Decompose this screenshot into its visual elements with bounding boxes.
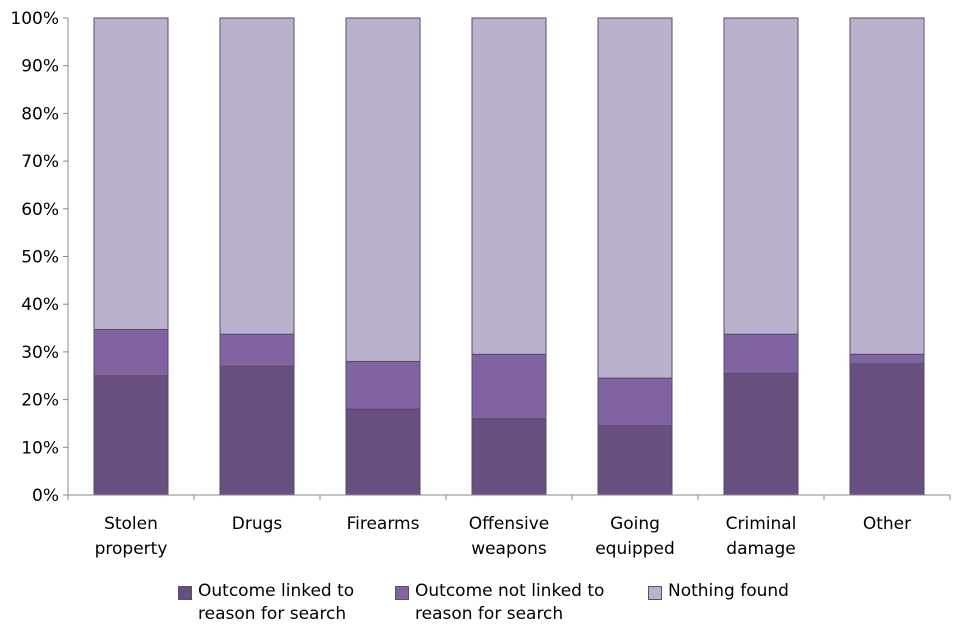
bar-segment-1-4 [597, 377, 673, 427]
x-tick-label: Criminal damage [726, 514, 797, 559]
bar-segment-1-6 [849, 353, 925, 365]
bars-layer [93, 17, 925, 496]
y-tick-label: 60% [21, 200, 59, 220]
x-tick-label: Drugs [232, 514, 283, 534]
y-tick-label: 80% [21, 104, 59, 124]
x-axis-ticks: Stolen property Drugs Firearms Offensive weap… [67, 495, 951, 559]
legend-label-outcome-not-linked: Outcome not linked to reason for search [415, 581, 605, 624]
bar-segment-1-2 [345, 360, 421, 410]
x-tick-label: Going equipped [595, 514, 675, 559]
x-tick-label: Other [863, 514, 911, 534]
bar-segment-2-3 [471, 17, 547, 355]
legend-swatch-outcome-linked [178, 586, 192, 600]
bar-segment-2-2 [345, 17, 421, 362]
bar-segment-0-2 [345, 408, 421, 496]
y-tick-label: 30% [21, 343, 59, 363]
legend-item-outcome-linked: Outcome linked to reason for search [178, 580, 354, 626]
legend-swatch-outcome-not-linked [395, 586, 409, 600]
bar-segment-1-1 [219, 333, 295, 367]
stacked-bar-chart: 0% 10% 20% 30% 40% 50% 60% 70% 80% 90% 100% Stolen… [10, 9, 951, 559]
y-tick-label: 0% [32, 486, 59, 506]
x-tick-label: Firearms [347, 514, 420, 534]
bar-segment-0-0 [93, 375, 169, 496]
bar-segment-1-0 [93, 328, 169, 377]
bar-segment-0-4 [597, 425, 673, 496]
y-tick-label: 10% [21, 438, 59, 458]
y-tick-label: 50% [21, 248, 59, 268]
y-tick-label: 90% [21, 57, 59, 77]
x-tick-label: Stolen property [95, 514, 168, 559]
legend-item-outcome-not-linked: Outcome not linked to reason for search [395, 580, 604, 626]
y-tick-label: 40% [21, 295, 59, 315]
bar-segment-1-5 [723, 333, 799, 374]
legend-swatch-nothing-found [648, 586, 662, 600]
bar-segment-1-3 [471, 353, 547, 420]
bar-segment-0-6 [849, 363, 925, 496]
y-tick-label: 70% [21, 152, 59, 172]
bar-segment-2-1 [219, 17, 295, 335]
bar-segment-2-5 [723, 17, 799, 335]
bar-segment-0-3 [471, 418, 547, 496]
legend-label-nothing-found: Nothing found [668, 581, 789, 601]
legend-label-outcome-linked: Outcome linked to reason for search [198, 581, 355, 624]
legend: Outcome linked to reason for search Outc… [0, 580, 960, 636]
bar-segment-0-1 [219, 365, 295, 496]
x-tick-label: Offensive weapons [469, 514, 549, 559]
bar-segment-2-6 [849, 17, 925, 355]
y-axis-ticks: 0% 10% 20% 30% 40% 50% 60% 70% 80% 90% 100% [10, 9, 68, 506]
legend-item-nothing-found: Nothing found [648, 580, 789, 603]
bar-segment-0-5 [723, 372, 799, 496]
y-tick-label: 20% [21, 391, 59, 411]
bar-segment-2-0 [93, 17, 169, 330]
bar-segment-2-4 [597, 17, 673, 379]
y-tick-label: 100% [10, 9, 59, 29]
